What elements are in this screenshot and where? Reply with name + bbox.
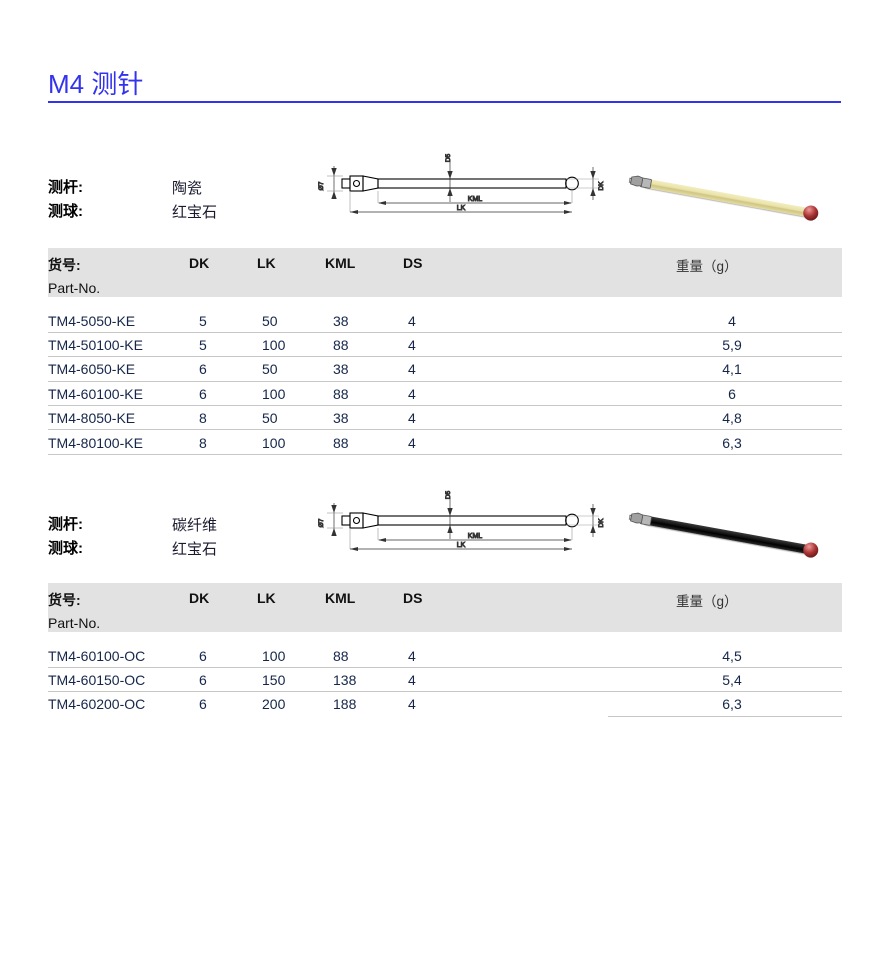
- svg-text:KML: KML: [468, 533, 483, 540]
- svg-text:Ø7: Ø7: [318, 518, 325, 527]
- svg-text:KML: KML: [468, 196, 483, 203]
- svg-text:LK: LK: [457, 205, 466, 212]
- svg-text:Ø7: Ø7: [318, 181, 325, 190]
- svg-text:DK: DK: [598, 518, 605, 528]
- svg-text:D5: D5: [445, 490, 452, 499]
- svg-text:LK: LK: [457, 542, 466, 549]
- svg-text:D5: D5: [445, 153, 452, 162]
- svg-text:DK: DK: [598, 181, 605, 191]
